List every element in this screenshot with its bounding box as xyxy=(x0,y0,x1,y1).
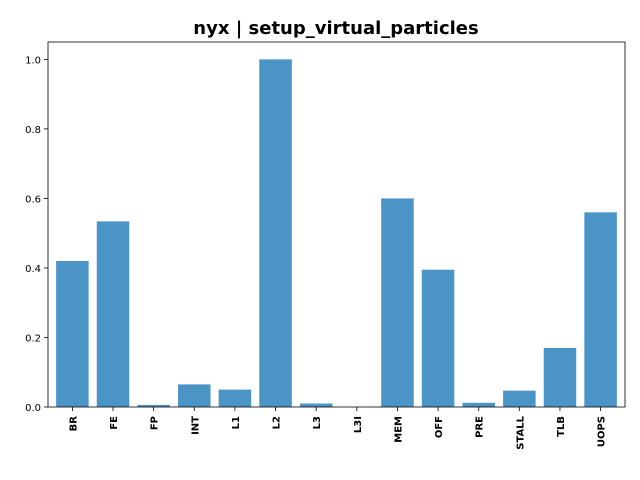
bar-l1 xyxy=(218,389,252,407)
x-tick-label: STALL xyxy=(515,415,526,449)
y-tick-label: 0.8 xyxy=(25,125,41,136)
x-tick-label: FP xyxy=(150,416,161,430)
x-tick-label: BR xyxy=(68,416,79,432)
x-tick-label: OFF xyxy=(434,416,445,438)
x-tick-label: L3 xyxy=(312,416,323,429)
bar-br xyxy=(56,261,89,407)
y-tick-label: 0.6 xyxy=(25,194,41,205)
bars-group xyxy=(56,59,617,407)
bar-pre xyxy=(462,402,495,407)
axes-frame xyxy=(47,41,626,408)
x-tick-label: UOPS xyxy=(597,416,608,447)
bar-int xyxy=(178,384,211,407)
x-axis-ticks: BR FE FP INT L1 L2 L3 L3I MEM OFF PRE STALL TLB UOPS xyxy=(68,407,608,450)
x-tick-label: L1 xyxy=(231,416,242,429)
x-tick-label: FE xyxy=(109,416,120,430)
y-tick-label: 0.0 xyxy=(25,403,41,414)
x-tick-label: MEM xyxy=(393,416,404,443)
x-tick-label: TLB xyxy=(556,416,567,437)
bar-mem xyxy=(381,198,414,407)
x-tick-label: L3I xyxy=(353,416,364,433)
y-axis-ticks: 0.0 0.2 0.4 0.6 0.8 1.0 xyxy=(25,55,48,414)
y-tick-label: 0.2 xyxy=(25,333,41,344)
y-tick-label: 0.4 xyxy=(25,264,41,275)
chart-title: nyx | setup_virtual_particles xyxy=(193,18,478,39)
x-tick-label: PRE xyxy=(475,416,486,438)
bar-fp xyxy=(137,404,170,407)
bar-tlb xyxy=(543,347,577,407)
bar-l3 xyxy=(299,403,333,407)
bar-l2 xyxy=(259,59,292,407)
bar-fe xyxy=(96,221,130,407)
x-tick-label: INT xyxy=(190,416,201,435)
y-tick-label: 1.0 xyxy=(25,55,41,66)
bar-uops xyxy=(584,212,617,407)
bar-off xyxy=(421,269,455,407)
bar-stall xyxy=(503,390,536,407)
x-tick-label: L2 xyxy=(272,416,283,429)
